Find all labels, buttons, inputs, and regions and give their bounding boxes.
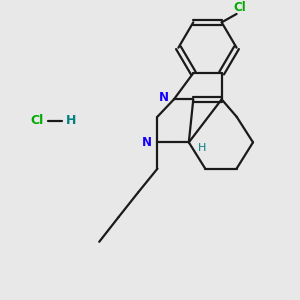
Text: Cl: Cl bbox=[233, 2, 246, 14]
Text: H: H bbox=[198, 143, 206, 153]
Text: H: H bbox=[66, 114, 76, 128]
Text: N: N bbox=[142, 136, 152, 149]
Text: N: N bbox=[158, 92, 168, 104]
Text: Cl: Cl bbox=[30, 114, 43, 128]
